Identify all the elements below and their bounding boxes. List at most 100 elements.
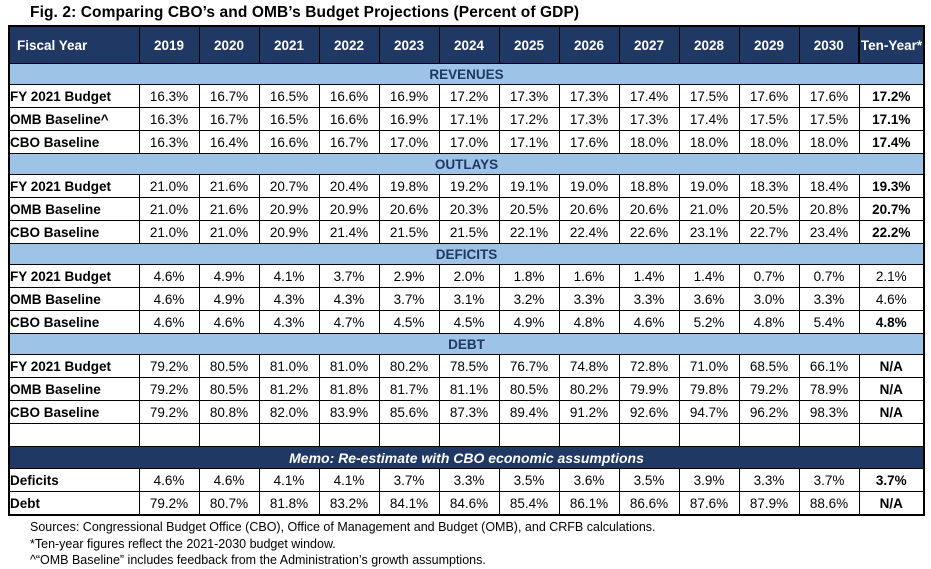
- value-cell: 18.4%: [798, 174, 860, 198]
- value-cell: 4.8%: [558, 310, 620, 334]
- figure-title: Fig. 2: Comparing CBO’s and OMB’s Budget…: [30, 4, 580, 21]
- value-cell: 5.4%: [798, 310, 860, 334]
- value-cell: 18.0%: [738, 130, 800, 154]
- section-header-outlays-label: OUTLAYS: [8, 153, 925, 175]
- value-cell: 21.4%: [318, 220, 380, 244]
- ten-year-cell: 4.8%: [858, 310, 925, 334]
- value-cell: 78.9%: [798, 377, 860, 401]
- value-cell: 3.1%: [438, 287, 500, 311]
- value-cell: 4.6%: [198, 468, 260, 492]
- value-cell: 18.8%: [618, 174, 680, 198]
- value-cell: 4.6%: [138, 310, 200, 334]
- value-cell: 16.3%: [138, 84, 200, 108]
- value-cell: 20.7%: [258, 174, 320, 198]
- table-row: OMB Baseline^ 16.3% 16.7% 16.5% 16.6% 16.9% 17…: [8, 107, 925, 131]
- value-cell: 3.6%: [678, 287, 740, 311]
- value-cell: 0.7%: [798, 264, 860, 288]
- section-header-revenues: REVENUES: [8, 63, 925, 85]
- value-cell: 17.5%: [798, 107, 860, 131]
- value-cell: 22.7%: [738, 220, 800, 244]
- row-label: CBO Baseline: [8, 220, 140, 244]
- value-cell: 16.7%: [198, 84, 260, 108]
- value-cell: 82.0%: [258, 400, 320, 424]
- ten-year-cell: 22.2%: [858, 220, 925, 244]
- value-cell: 4.9%: [498, 310, 560, 334]
- value-cell: 4.3%: [258, 310, 320, 334]
- value-cell: 17.1%: [498, 130, 560, 154]
- value-cell: 21.0%: [138, 220, 200, 244]
- column-header-2023: 2023: [378, 25, 440, 64]
- section-header-debt: DEBT: [8, 333, 925, 355]
- value-cell: 0.7%: [738, 264, 800, 288]
- value-cell: 86.1%: [558, 491, 620, 516]
- value-cell: 80.7%: [198, 491, 260, 516]
- section-header-outlays: OUTLAYS: [8, 153, 925, 175]
- value-cell: 79.2%: [138, 400, 200, 424]
- row-label: OMB Baseline: [8, 287, 140, 311]
- value-cell: 20.6%: [558, 197, 620, 221]
- value-cell: 4.6%: [138, 287, 200, 311]
- table-row: OMB Baseline 79.2% 80.5% 81.2% 81.8% 81.7% 81.…: [8, 377, 925, 401]
- value-cell: 22.4%: [558, 220, 620, 244]
- footnotes: Sources: Congressional Budget Office (CB…: [30, 519, 931, 569]
- value-cell: 72.8%: [618, 354, 680, 378]
- value-cell: 19.2%: [438, 174, 500, 198]
- value-cell: 1.4%: [618, 264, 680, 288]
- row-label: FY 2021 Budget: [8, 174, 140, 198]
- value-cell: 2.0%: [438, 264, 500, 288]
- column-header-2022: 2022: [318, 25, 380, 64]
- empty-cell: [258, 423, 320, 447]
- value-cell: 16.3%: [138, 130, 200, 154]
- value-cell: 20.5%: [498, 197, 560, 221]
- value-cell: 18.0%: [618, 130, 680, 154]
- value-cell: 1.6%: [558, 264, 620, 288]
- value-cell: 81.0%: [318, 354, 380, 378]
- value-cell: 4.1%: [318, 468, 380, 492]
- empty-cell: [678, 423, 740, 447]
- value-cell: 87.3%: [438, 400, 500, 424]
- value-cell: 3.7%: [378, 287, 440, 311]
- ten-year-cell: 20.7%: [858, 197, 925, 221]
- value-cell: 18.0%: [678, 130, 740, 154]
- ten-year-cell: 4.6%: [858, 287, 925, 311]
- value-cell: 16.5%: [258, 84, 320, 108]
- table-row: FY 2021 Budget 79.2% 80.5% 81.0% 81.0% 80.2% 7…: [8, 354, 925, 378]
- value-cell: 79.2%: [138, 354, 200, 378]
- value-cell: 84.6%: [438, 491, 500, 516]
- value-cell: 3.7%: [798, 468, 860, 492]
- value-cell: 3.9%: [678, 468, 740, 492]
- row-label: CBO Baseline: [8, 130, 140, 154]
- value-cell: 4.3%: [318, 287, 380, 311]
- spacer-row: [8, 423, 925, 447]
- table-row: OMB Baseline 21.0% 21.6% 20.9% 20.9% 20.6% 20.…: [8, 197, 925, 221]
- value-cell: 16.7%: [318, 130, 380, 154]
- value-cell: 4.5%: [438, 310, 500, 334]
- value-cell: 17.3%: [618, 107, 680, 131]
- empty-cell: [558, 423, 620, 447]
- column-header-fiscal-year: Fiscal Year: [8, 25, 140, 64]
- value-cell: 76.7%: [498, 354, 560, 378]
- section-header-deficits: DEFICITS: [8, 243, 925, 265]
- value-cell: 78.5%: [438, 354, 500, 378]
- value-cell: 1.4%: [678, 264, 740, 288]
- value-cell: 21.0%: [678, 197, 740, 221]
- value-cell: 3.7%: [378, 468, 440, 492]
- row-label: OMB Baseline: [8, 377, 140, 401]
- value-cell: 19.0%: [558, 174, 620, 198]
- ten-year-cell: 2.1%: [858, 264, 925, 288]
- value-cell: 17.6%: [738, 84, 800, 108]
- value-cell: 4.6%: [138, 468, 200, 492]
- column-header-2020: 2020: [198, 25, 260, 64]
- table-header: Fiscal Year 2019 2020 2021 2022 2023 2024 2025 2…: [8, 25, 925, 64]
- empty-cell: [198, 423, 260, 447]
- ten-year-cell: N/A: [858, 400, 925, 424]
- value-cell: 3.3%: [558, 287, 620, 311]
- memo-section-header: Memo: Re-estimate with CBO economic assu…: [8, 446, 925, 469]
- value-cell: 21.0%: [138, 197, 200, 221]
- empty-cell: [738, 423, 800, 447]
- value-cell: 20.5%: [738, 197, 800, 221]
- value-cell: 4.6%: [138, 264, 200, 288]
- budget-table: Fiscal Year 2019 2020 2021 2022 2023 2024 2025 2…: [8, 25, 925, 516]
- value-cell: 23.4%: [798, 220, 860, 244]
- empty-cell: [318, 423, 380, 447]
